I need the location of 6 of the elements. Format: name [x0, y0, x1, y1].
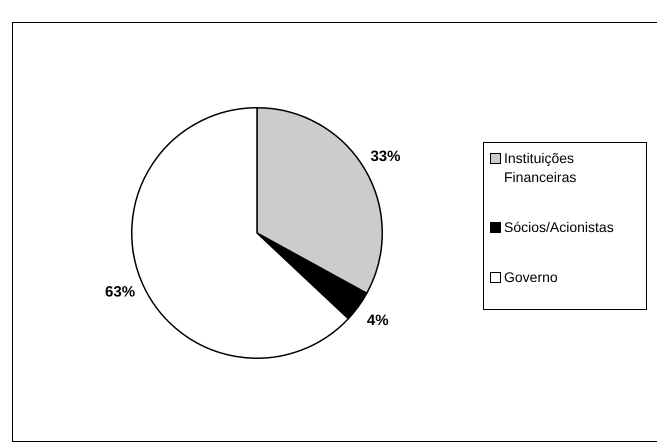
data-label: 4% — [366, 312, 389, 329]
data-label: 33% — [370, 148, 400, 166]
legend-label: Sócios/Acionistas — [504, 218, 615, 237]
legend-label: Governo — [504, 268, 559, 287]
legend-label: Instituições Financeiras — [504, 149, 578, 187]
data-label: 63% — [105, 283, 136, 300]
